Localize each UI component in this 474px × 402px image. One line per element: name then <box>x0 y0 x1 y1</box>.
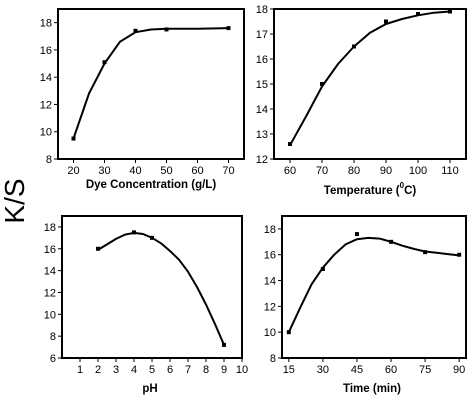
y-tick-label: 12 <box>256 154 268 166</box>
y-tick-label: 6 <box>50 353 56 365</box>
data-point <box>457 252 462 257</box>
y-tick-label: 8 <box>270 353 276 365</box>
x-tick-label: 4 <box>131 364 137 376</box>
data-point <box>288 142 292 146</box>
x-axis-label: Temperature (0C) <box>324 181 417 197</box>
data-point <box>384 19 388 24</box>
panel-temperature: 60 70 80 90 100 110 12 13 14 15 16 17 18 Temperature… <box>256 4 467 197</box>
plot-frame <box>273 8 467 160</box>
y-tick-label: 17 <box>256 29 268 41</box>
y-tick-label: 14 <box>256 104 268 116</box>
x-tick-label: 70 <box>316 165 328 177</box>
y-tick-label: 10 <box>40 127 52 139</box>
y-tick-label: 8 <box>46 154 52 166</box>
x-tick-label: 40 <box>129 165 141 177</box>
x-tick-label: 1 <box>77 364 83 376</box>
x-tick-label: 70 <box>222 165 234 177</box>
x-tick-label: 3 <box>113 364 119 376</box>
series-line <box>72 27 229 139</box>
x-tick-label: 60 <box>284 165 296 177</box>
data-point <box>71 136 76 141</box>
series-line <box>289 10 451 146</box>
data-point <box>150 235 154 240</box>
data-point <box>352 44 356 49</box>
data-point <box>416 12 420 16</box>
y-tick-label: 12 <box>44 287 56 299</box>
y-tick-label: 14 <box>40 72 52 84</box>
y-tick-label: 18 <box>40 18 52 30</box>
y-tick-label: 18 <box>256 4 268 16</box>
x-axis-label: pH <box>142 383 157 395</box>
x-tick-label: 2 <box>95 364 101 376</box>
x-tick-label: 45 <box>351 364 363 376</box>
y-tick-label: 14 <box>44 266 56 278</box>
x-tick-label: 15 <box>283 364 295 376</box>
x-tick-label: 7 <box>185 364 191 376</box>
y-tick-label: 10 <box>44 309 56 321</box>
y-tick-label: 15 <box>256 79 268 91</box>
y-tick-label: 14 <box>264 276 276 288</box>
x-tick-label: 30 <box>317 364 329 376</box>
x-tick-label: 80 <box>348 165 360 177</box>
y-tick-label: 18 <box>44 222 56 234</box>
y-tick-label: 10 <box>264 327 276 339</box>
data-point <box>96 246 100 251</box>
x-axis-label: Dye Concentration (g/L) <box>86 179 217 191</box>
x-tick-label: 9 <box>221 364 227 376</box>
panel-time: 15 30 45 60 75 90 8 10 12 14 16 18 Time (min) <box>264 215 467 395</box>
y-tick-label: 13 <box>256 129 268 141</box>
data-point <box>286 330 291 335</box>
x-tick-label: 60 <box>191 165 203 177</box>
data-point <box>133 28 138 33</box>
x-tick-label: 30 <box>98 165 110 177</box>
data-point <box>222 342 226 347</box>
x-tick-label: 75 <box>419 364 431 376</box>
data-point <box>102 60 107 65</box>
y-tick-label: 12 <box>264 301 276 313</box>
data-point <box>164 27 169 32</box>
series-line <box>287 236 460 333</box>
data-point <box>132 230 136 235</box>
panel-dye-concentration: 20 30 40 50 60 70 8 10 12 14 16 18 Dye Concentratio… <box>40 8 245 191</box>
plot-frame <box>281 215 467 359</box>
x-tick-label: 90 <box>380 165 392 177</box>
data-point <box>423 250 428 255</box>
x-tick-label: 100 <box>409 165 427 177</box>
plot-frame <box>57 8 245 160</box>
data-point <box>320 266 325 271</box>
x-tick-label: 20 <box>67 165 79 177</box>
x-tick-label: 50 <box>160 165 172 177</box>
y-tick-label: 16 <box>44 244 56 256</box>
data-point <box>226 26 231 31</box>
x-tick-label: 60 <box>385 364 397 376</box>
x-tick-label: 5 <box>149 364 155 376</box>
x-tick-label: 110 <box>441 165 459 177</box>
y-tick-label: 8 <box>50 331 56 343</box>
y-tick-label: 16 <box>264 250 276 262</box>
data-point <box>448 9 452 14</box>
y-tick-label: 12 <box>40 99 52 111</box>
series-line <box>97 231 225 346</box>
x-tick-label: 6 <box>167 364 173 376</box>
y-tick-label: 16 <box>40 45 52 57</box>
x-axis-label: Time (min) <box>343 383 401 395</box>
x-tick-label: 8 <box>203 364 209 376</box>
y-axis-label: K/S <box>0 178 30 223</box>
y-tick-label: 16 <box>256 54 268 66</box>
x-tick-label: 10 <box>236 364 248 376</box>
data-point <box>320 82 324 86</box>
data-point <box>354 232 359 237</box>
y-tick-label: 18 <box>264 224 276 236</box>
x-tick-label: 90 <box>453 364 465 376</box>
data-point <box>389 239 394 244</box>
